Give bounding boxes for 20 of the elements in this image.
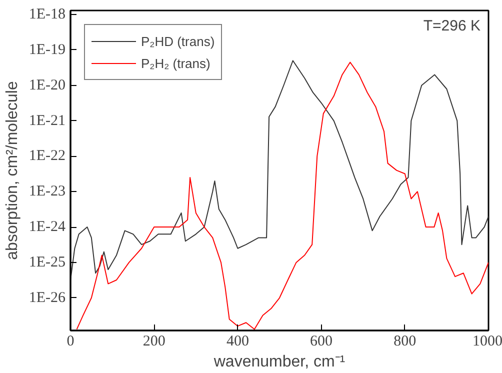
y-tick-label: 1E-19 [28, 42, 66, 58]
legend-label: P₂H₂ (trans) [141, 56, 210, 70]
y-tick-label: 1E-24 [28, 219, 66, 236]
y-tick-label: 1E-26 [28, 290, 66, 306]
annotation: T=296 K [423, 18, 481, 34]
x-tick-label: 400 [226, 334, 249, 350]
x-tick-label: 0 [66, 334, 74, 350]
x-axis-title: wavenumber, cm⁻¹ [212, 354, 346, 370]
x-tick-label: 600 [310, 334, 333, 350]
x-tick-label: 1000 [472, 334, 502, 350]
y-tick-label: 1E-18 [28, 6, 66, 23]
legend-label: P₂HD (trans) [141, 34, 215, 48]
y-tick-label: 1E-22 [28, 148, 66, 164]
x-tick-label: 200 [142, 334, 166, 350]
y-tick-label: 1E-20 [28, 77, 66, 94]
y-tick-label: 1E-25 [28, 254, 66, 270]
x-tick-label: 800 [394, 334, 416, 350]
y-tick-label: 1E-21 [28, 112, 66, 129]
y-tick-label: 1E-23 [28, 184, 66, 200]
y-axis-title: absorption, cm²/molecule [4, 81, 21, 260]
